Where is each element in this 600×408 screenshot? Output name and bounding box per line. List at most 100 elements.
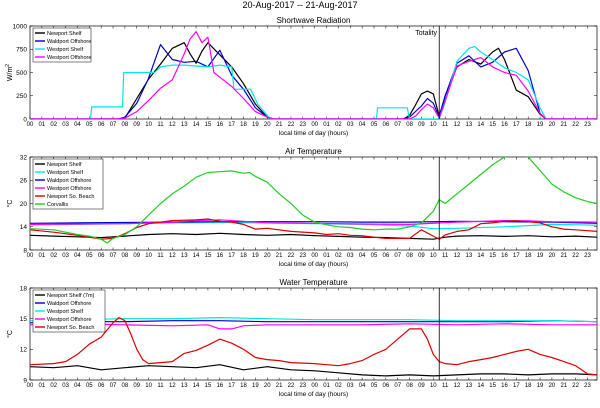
chart-panel-3: Water Temperature 00 01 02 03 04 05 06 07 08 09 10 1… <box>6 278 598 398</box>
x-tick-label: 03 <box>62 122 69 128</box>
x-tick-label: 13 <box>181 253 188 259</box>
x-tick-label: 02 <box>335 253 342 259</box>
y-axis-label: °C <box>6 330 14 338</box>
x-tick-label: 22 <box>572 122 579 128</box>
x-tick-label: 00 <box>311 383 318 389</box>
x-tick-label: 11 <box>442 253 449 259</box>
y-tick-label: 9 <box>23 377 27 384</box>
legend-label: Newport So. Beach <box>47 194 94 200</box>
x-tick-label: 23 <box>299 122 306 128</box>
x-tick-label: 08 <box>406 383 413 389</box>
x-tick-label: 07 <box>110 122 117 128</box>
x-axis-label: local time of day (hours) <box>279 391 348 398</box>
y-axis-label-superscript: 2 <box>5 64 11 67</box>
x-tick-label: 13 <box>466 253 473 259</box>
chart-title: Air Temperature <box>285 147 342 156</box>
x-tick-label: 09 <box>418 253 425 259</box>
x-tick-label: 01 <box>39 122 46 128</box>
x-axis-label: local time of day (hours) <box>279 261 348 268</box>
y-axis-label: W/m2 <box>5 64 14 81</box>
legend-label: Westport Offshore <box>47 317 91 323</box>
x-tick-label: 17 <box>513 122 520 128</box>
series-line-westport-shelf <box>30 317 597 323</box>
legend-label: Newport So. Beach <box>47 325 94 331</box>
y-tick-label: 250 <box>16 93 27 100</box>
x-tick-label: 12 <box>169 253 176 259</box>
x-tick-label: 21 <box>560 122 567 128</box>
x-tick-label: 02 <box>50 253 57 259</box>
x-tick-label: 03 <box>347 383 354 389</box>
legend-label: Newport Shelf (7m) <box>47 293 95 299</box>
x-tick-label: 12 <box>454 253 461 259</box>
x-tick-label: 15 <box>205 253 212 259</box>
y-tick-label: 0 <box>23 116 27 123</box>
x-tick-label: 21 <box>560 383 567 389</box>
x-tick-label: 05 <box>371 383 378 389</box>
x-tick-label: 00 <box>311 253 318 259</box>
x-tick-label: 21 <box>560 253 567 259</box>
x-tick-label: 20 <box>264 383 271 389</box>
x-tick-label: 04 <box>359 253 366 259</box>
x-tick-label: 11 <box>157 122 164 128</box>
x-tick-label: 08 <box>122 253 129 259</box>
legend-label: Waldport Offshore <box>47 178 91 184</box>
x-tick-label: 06 <box>383 122 390 128</box>
x-tick-label: 01 <box>323 253 330 259</box>
x-tick-label: 05 <box>371 253 378 259</box>
x-tick-label: 10 <box>145 253 152 259</box>
x-tick-label: 01 <box>323 122 330 128</box>
x-tick-label: 14 <box>193 383 200 389</box>
figure-title: 20-Aug-2017 -- 21-Aug-2017 <box>242 0 357 10</box>
x-tick-label: 05 <box>371 122 378 128</box>
x-tick-label: 21 <box>276 383 283 389</box>
x-tick-label: 06 <box>383 253 390 259</box>
x-tick-label: 19 <box>537 122 544 128</box>
legend-label: Westport Shelf <box>47 47 83 53</box>
x-tick-label: 18 <box>525 253 532 259</box>
x-tick-label: 09 <box>418 383 425 389</box>
x-tick-label: 03 <box>62 383 69 389</box>
y-tick-label: 15 <box>20 316 28 323</box>
x-tick-label: 14 <box>477 122 484 128</box>
x-tick-label: 20 <box>264 253 271 259</box>
x-tick-label: 13 <box>181 383 188 389</box>
x-tick-label: 03 <box>347 122 354 128</box>
x-tick-label: 08 <box>406 122 413 128</box>
x-tick-label: 04 <box>359 383 366 389</box>
series-line-waldport-offshore <box>30 44 597 119</box>
x-tick-label: 09 <box>418 122 425 128</box>
series-group <box>30 157 597 244</box>
plot-area <box>29 25 598 120</box>
x-tick-label: 00 <box>27 253 34 259</box>
y-tick-label: 1000 <box>13 23 28 30</box>
totality-annotation: Totality <box>415 30 437 37</box>
y-tick-label: 18 <box>20 285 28 292</box>
x-tick-label: 22 <box>572 383 579 389</box>
series-line-newport-so-beach <box>30 218 597 240</box>
x-tick-label: 17 <box>513 253 520 259</box>
x-tick-label: 05 <box>86 122 93 128</box>
x-tick-label: 09 <box>133 253 140 259</box>
legend-label: Westport Offshore <box>47 55 91 61</box>
x-tick-label: 01 <box>39 253 46 259</box>
x-tick-label: 23 <box>299 253 306 259</box>
x-tick-label: 23 <box>584 383 591 389</box>
x-tick-label: 02 <box>50 383 57 389</box>
x-tick-label: 10 <box>430 383 437 389</box>
x-tick-label: 16 <box>501 383 508 389</box>
x-tick-label: 11 <box>442 122 449 128</box>
series-line-westport-offshore <box>30 323 597 330</box>
x-tick-label: 01 <box>323 383 330 389</box>
x-tick-label: 12 <box>454 122 461 128</box>
x-tick-label: 06 <box>98 253 105 259</box>
x-tick-label: 07 <box>110 383 117 389</box>
x-tick-label: 20 <box>549 122 556 128</box>
series-line-newport-shelf-7m- <box>30 364 597 377</box>
x-axis-label: local time of day (hours) <box>279 130 348 137</box>
x-tick-label: 22 <box>288 122 295 128</box>
y-axis-label-text: °C <box>6 330 14 338</box>
x-tick-label: 06 <box>383 383 390 389</box>
x-tick-label: 02 <box>50 122 57 128</box>
x-tick-label: 18 <box>240 122 247 128</box>
